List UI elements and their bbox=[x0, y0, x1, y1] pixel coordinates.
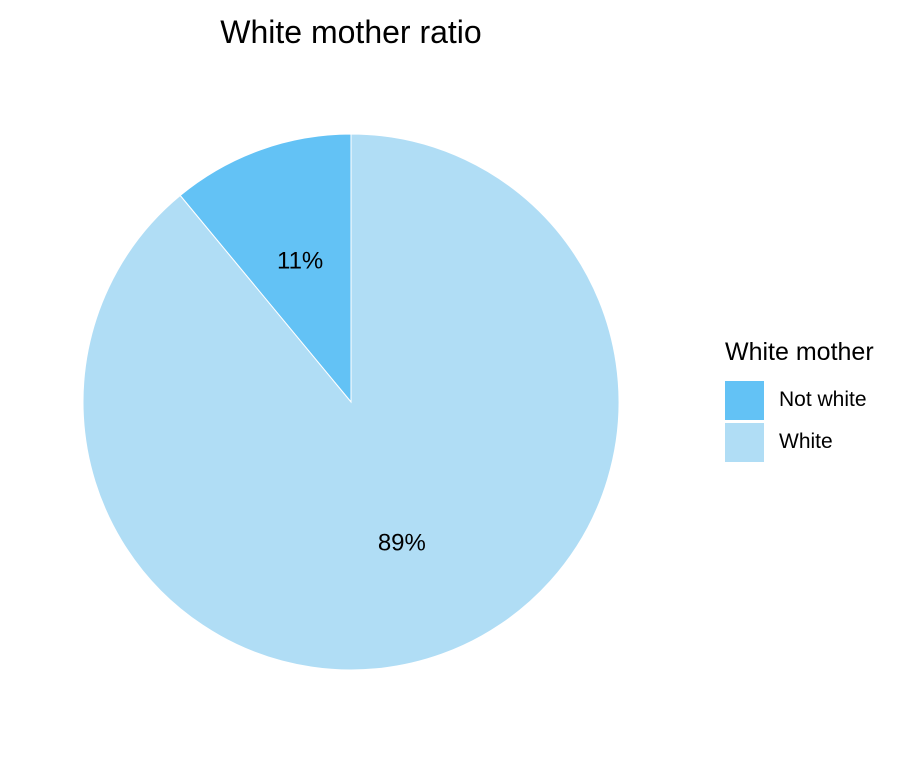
chart-title: White mother ratio bbox=[220, 14, 482, 50]
legend-swatch-white bbox=[725, 422, 764, 462]
legend-label-white: White bbox=[779, 430, 833, 453]
legend-item-not-white: Not white bbox=[725, 379, 874, 421]
legend-item-white: White bbox=[725, 421, 874, 463]
pie-slice-white bbox=[82, 133, 620, 671]
pie-slices bbox=[82, 133, 620, 671]
pie-slice-not-white bbox=[179, 133, 352, 404]
legend-swatch-not-white bbox=[725, 380, 764, 420]
legend-title: White mother bbox=[725, 338, 874, 366]
pie-label-not-white: 11% bbox=[277, 247, 323, 274]
legend-label-not-white: Not white bbox=[779, 388, 867, 411]
pie-label-white: 89% bbox=[378, 530, 426, 557]
pie-labels: 11% 89% bbox=[277, 247, 426, 556]
legend: White mother Not white White bbox=[725, 338, 874, 463]
